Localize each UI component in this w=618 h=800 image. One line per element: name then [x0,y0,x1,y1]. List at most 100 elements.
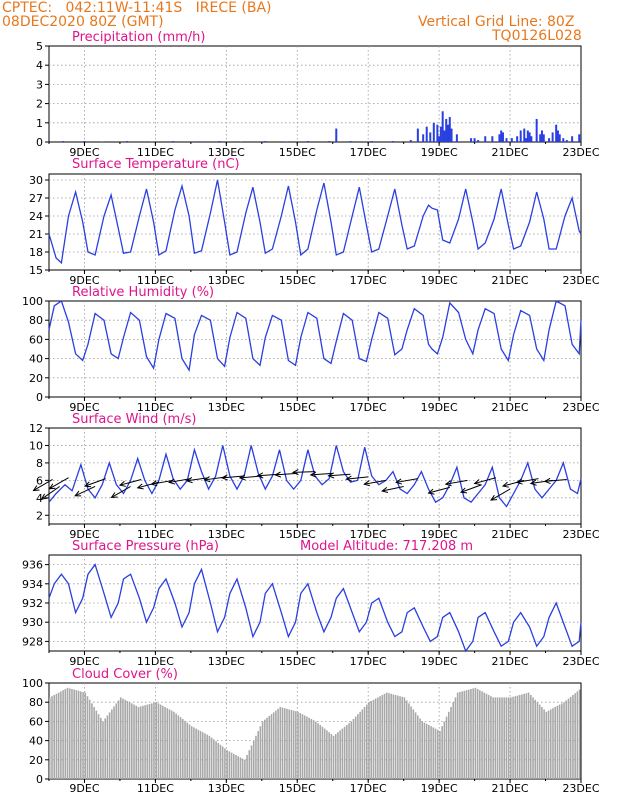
precip-xtick-label: 21DEC [492,146,529,159]
temp-xtick-label: 21DEC [492,274,529,287]
cloud-bar [133,704,135,779]
cloud-bar [419,718,421,779]
temp-series-line [48,179,582,265]
precip-bar [150,141,153,142]
wind-arrow-head [395,478,403,485]
rh-xtick-label: 11DEC [137,401,174,414]
precip-bar [539,134,542,142]
wind-arrow [516,478,539,483]
wind-arrow-head [238,474,246,481]
cloud-bar [53,695,56,779]
cloud-bar [405,700,408,779]
precip-bar [172,141,175,142]
cloud-bar [525,693,528,779]
cloud-bar [182,719,184,779]
cloud-xtick-label: 15DEC [279,782,316,795]
cloud-bar [71,689,73,779]
precip-bar [548,138,551,142]
cloud-bar [516,695,519,779]
cloud-bar [487,695,490,779]
cloud-bar [88,699,91,779]
pressure-xtick-label: 15DEC [279,655,316,668]
cloud-bar [536,702,539,779]
precip-bar [335,128,338,142]
rh-xtick-label: 9DEC [69,401,99,414]
wind-arrow [428,486,450,494]
cloud-bar [576,691,579,779]
pressure-xtick-label: 19DEC [421,655,458,668]
cloud-bar [117,700,120,779]
wind-arrow-head [490,494,498,501]
precip-bar [392,141,395,142]
cloud-bar [146,704,149,779]
cloud-bar [188,724,191,779]
precip-bar [425,126,428,142]
cloud-bar [434,728,437,779]
precip-bar [455,134,458,142]
cloud-bar [292,710,295,779]
precip-ytick-label: 4 [36,59,43,72]
wind-arrow [49,477,69,490]
wind-series-line [48,445,582,508]
cloud-bar [574,693,576,779]
cloud-bar [153,702,155,779]
cloud-bar [481,691,483,779]
precip-bar [473,138,476,142]
precip-bar [218,141,221,142]
cloud-bar [108,712,111,779]
precip-xtick-label: 11DEC [137,146,174,159]
cloud-bar [423,722,426,779]
cloud-bar [64,689,67,779]
cloud-bar [204,733,206,779]
wind-arrow [445,479,468,485]
cloud-bar [485,693,488,779]
header-grid-note: Vertical Grid Line: 80Z [418,14,575,30]
cloud-bar [541,707,543,779]
wind-xtick-label: 23DEC [562,528,599,541]
wind-arrow-head [83,481,92,488]
cloud-bar [119,697,122,779]
rh-title: Relative Humidity (%) [72,285,214,300]
precip-xtick-label: 19DEC [421,146,458,159]
cloud-bar [270,714,273,779]
cloud-bar [60,691,62,779]
cloud-bar [201,732,204,779]
cloud-bar [62,690,64,779]
pressure-ytick-label: 930 [22,616,43,629]
wind-arrow-head [327,472,335,479]
wind-arrow [275,472,298,476]
wind-ytick-label: 2 [36,509,43,522]
cloud-bar [545,711,548,779]
cloud-bar [230,752,233,779]
temp-ytick-label: 21 [29,228,43,241]
cloud-bar [128,702,131,779]
rh-ytick-label: 80 [29,314,43,327]
precip-bar [556,130,559,142]
cloud-bar [155,702,157,779]
cloud-bar [124,699,126,779]
wind-arrow-head [118,480,126,487]
precip-bar [196,141,199,142]
cloud-bar [164,707,166,779]
precip-bar [370,141,373,142]
cloud-bar [523,693,525,779]
cloud-bar [421,721,423,779]
wind-arrow-head [274,471,282,478]
precip-bar [551,132,554,142]
cloud-bar [328,732,330,779]
cloud-bar [474,687,477,779]
precip-bar [491,136,494,142]
cloud-xtick-label: 11DEC [137,782,174,795]
cloud-bar [341,728,344,779]
cloud-bar [97,714,100,779]
cloud-bar [283,708,286,779]
cloud-bar [186,722,189,779]
precip-bar [422,134,425,142]
cloud-bar [75,690,78,779]
cloud-bar [170,710,173,779]
cloud-bar [168,709,171,779]
wind-arrow [328,473,351,477]
rh-ytick-label: 40 [29,353,43,366]
cloud-bar [392,694,395,779]
cloud-bar [51,696,53,779]
